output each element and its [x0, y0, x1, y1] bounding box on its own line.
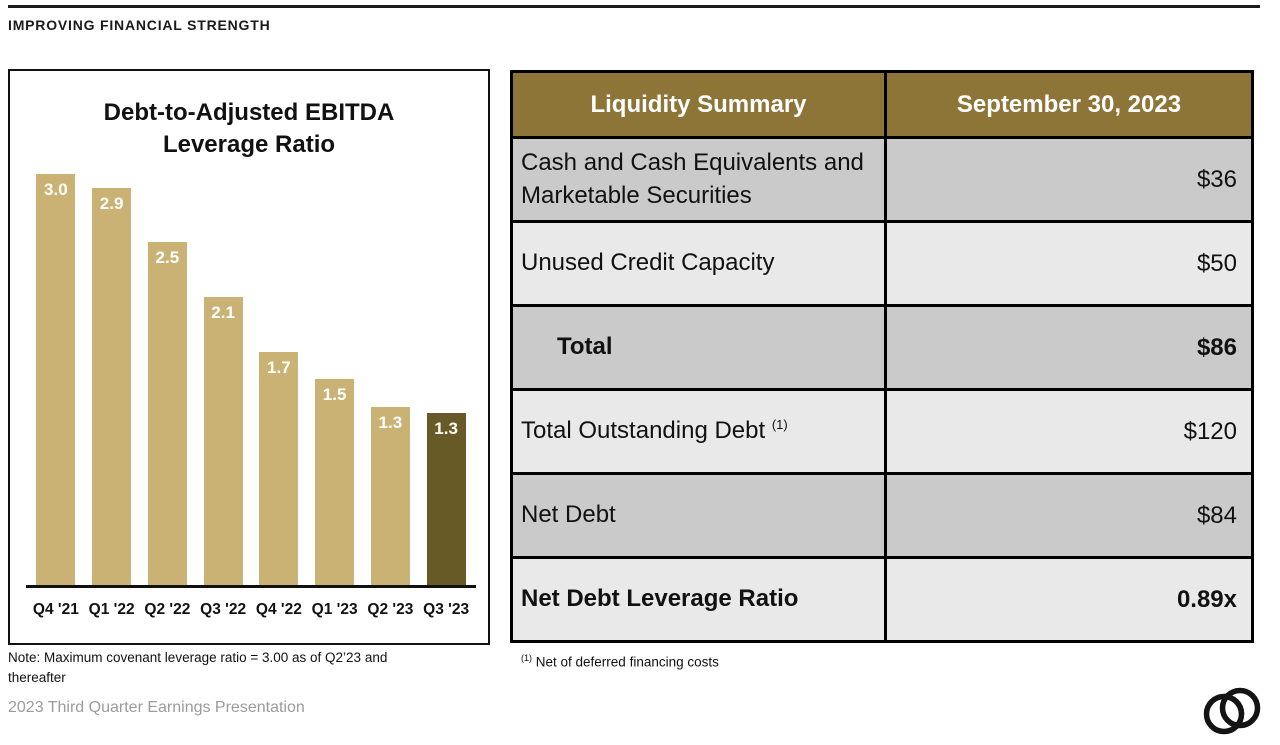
bar-Q123: 1.5 [315, 379, 355, 585]
table-row: Unused Credit Capacity $50 [510, 220, 1254, 307]
bar-value-label: 1.3 [434, 419, 458, 438]
bar-value-label: 1.7 [267, 358, 291, 377]
x-axis-label: Q4 '21 [32, 601, 79, 618]
bar-Q421: 3.0 [36, 174, 76, 585]
table-header-row: Liquidity Summary September 30, 2023 [510, 70, 1254, 139]
table-row: Total $86 [510, 304, 1254, 391]
bar-Q322: 2.1 [203, 297, 243, 585]
chart-x-axis-line [26, 585, 476, 588]
footnote-marker: (1) [771, 417, 788, 433]
top-divider-rule [8, 5, 1260, 8]
row-value: 0.89x [884, 556, 1254, 643]
row-value: $86 [884, 304, 1254, 391]
row-value: $84 [884, 472, 1254, 559]
x-axis-label: Q3 '23 [423, 601, 470, 618]
row-value: $36 [884, 136, 1254, 223]
chart-title-line-2: Leverage Ratio [162, 130, 336, 158]
x-axis-label: Q2 '23 [367, 601, 414, 618]
bar-Q222: 2.5 [147, 242, 187, 585]
bar-slot: 1.5 [307, 379, 363, 585]
row-label: Unused Credit Capacity [510, 220, 887, 307]
bar-Q422: 1.7 [259, 352, 299, 585]
bar-slot: 1.3 [418, 413, 474, 585]
bar-Q323: 1.3 [426, 413, 466, 585]
bar-slot: 2.9 [84, 188, 140, 585]
bar-value-label: 2.9 [99, 194, 124, 213]
row-label: Net Debt [510, 472, 887, 559]
chart-x-labels: Q4 '21 Q1 '22 Q2 '22 Q3 '22 Q4 '22 Q1 '23 Q2 '… [28, 601, 474, 619]
bar-value-label: 2.1 [211, 303, 235, 322]
leverage-ratio-chart-panel: Debt-to-Adjusted EBITDA Leverage Ratio 3… [8, 69, 490, 645]
x-axis-label: Q1 '23 [311, 601, 358, 618]
x-axis-label: Q1 '22 [88, 601, 135, 618]
row-value: $120 [884, 388, 1254, 475]
row-label: Total Outstanding Debt (1) [510, 388, 887, 475]
table-header-date: September 30, 2023 [884, 70, 1254, 139]
table-row: Net Debt Leverage Ratio 0.89x [510, 556, 1254, 643]
bar-slot: 1.3 [363, 407, 419, 585]
table-row: Net Debt $84 [510, 472, 1254, 559]
liquidity-table-body: Cash and Cash Equivalents and Marketable… [510, 136, 1254, 643]
chart-note: Note: Maximum covenant leverage ratio = … [8, 650, 388, 686]
footnote-marker: (1) [521, 653, 532, 663]
chart-plot: 3.0 2.9 2.5 2.1 1.7 1.5 1.3 1.3 [28, 170, 474, 585]
chart-title: Debt-to-Adjusted EBITDA Leverage Ratio [10, 97, 488, 160]
bar-value-label: 2.5 [155, 248, 180, 267]
bar-value-label: 1.3 [378, 413, 403, 432]
x-axis-label: Q2 '22 [144, 601, 191, 618]
bar-slot: 2.5 [140, 242, 196, 585]
row-label: Net Debt Leverage Ratio [510, 556, 887, 643]
row-label: Total [510, 304, 887, 391]
bar-value-label: 3.0 [44, 180, 68, 199]
bar-slot: 2.1 [195, 297, 251, 585]
presentation-footer: 2023 Third Quarter Earnings Presentation [8, 699, 305, 716]
table-row: Cash and Cash Equivalents and Marketable… [510, 136, 1254, 223]
footnote-text: Net of deferred financing costs [535, 654, 719, 670]
x-axis-label: Q4 '22 [255, 601, 302, 618]
row-label: Cash and Cash Equivalents and Marketable… [510, 136, 887, 223]
bar-Q122: 2.9 [92, 188, 132, 585]
row-value: $50 [884, 220, 1254, 307]
bar-value-label: 1.5 [322, 385, 347, 404]
liquidity-summary-table: Liquidity Summary September 30, 2023 Cas… [510, 70, 1254, 643]
table-row: Total Outstanding Debt (1) $120 [510, 388, 1254, 475]
bar-slot: 3.0 [28, 174, 84, 585]
table-footnote: (1) Net of deferred financing costs [521, 653, 719, 670]
bar-Q223: 1.3 [370, 407, 410, 585]
page-title: IMPROVING FINANCIAL STRENGTH [8, 17, 271, 33]
bar-slot: 1.7 [251, 352, 307, 585]
interlocking-rings-logo [1203, 687, 1261, 735]
chart-title-line-1: Debt-to-Adjusted EBITDA [103, 99, 395, 126]
x-axis-label: Q3 '22 [200, 601, 247, 618]
table-header-liquidity-summary: Liquidity Summary [510, 70, 887, 139]
